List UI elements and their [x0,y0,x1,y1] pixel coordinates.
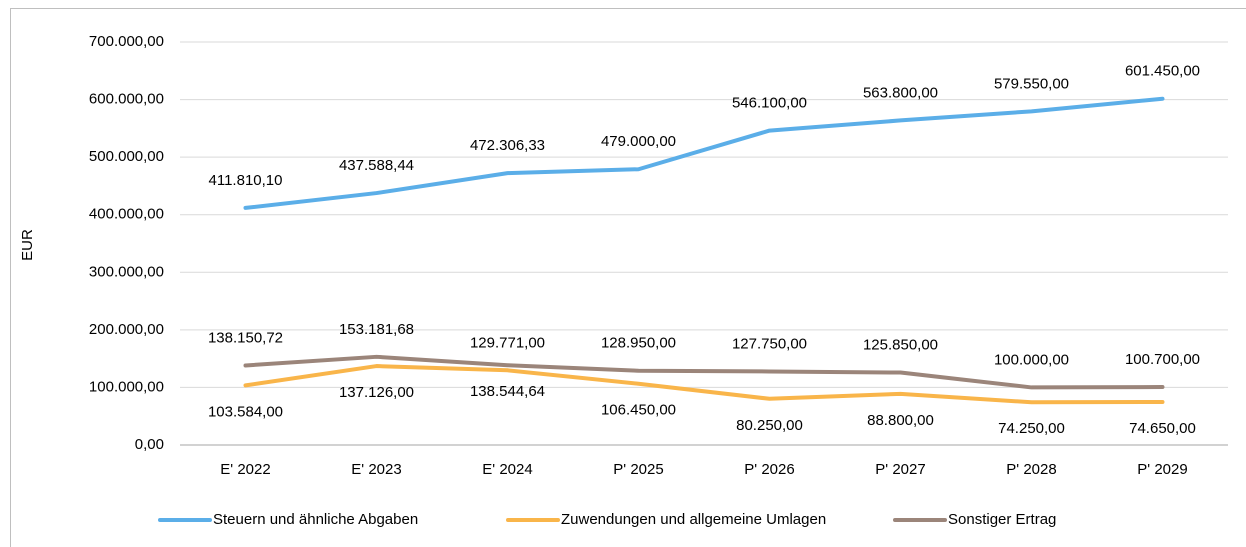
data-label: 88.800,00 [867,412,934,429]
data-label: 479.000,00 [601,133,676,150]
legend-label: Sonstiger Ertrag [948,511,1056,528]
data-label: 411.810,10 [209,172,283,189]
data-label: 601.450,00 [1125,63,1200,80]
data-label: 138.150,72 [208,329,283,346]
data-label: 100.000,00 [994,351,1069,368]
y-tick-label: 400.000,00 [89,206,164,223]
data-label: 125.850,00 [863,337,938,354]
y-tick-label: 300.000,00 [89,263,164,280]
x-tick-label: P' 2025 [613,461,663,478]
data-label: 80.250,00 [736,417,803,434]
data-label: 153.181,68 [339,321,414,338]
x-tick-label: E' 2023 [351,461,401,478]
data-label: 137.126,00 [339,384,414,401]
y-tick-label: 100.000,00 [89,378,164,395]
data-label: 546.100,00 [732,95,807,112]
y-tick-label: 600.000,00 [89,91,164,108]
data-label: 100.700,00 [1125,351,1200,368]
x-tick-label: P' 2027 [875,461,925,478]
series-line [243,364,1165,405]
y-tick-label: 200.000,00 [89,321,164,338]
x-tick-label: P' 2026 [744,461,794,478]
data-label: 74.250,00 [998,420,1065,437]
data-label: 106.450,00 [601,402,676,419]
y-tick-label: 500.000,00 [89,148,164,165]
x-tick-label: P' 2028 [1006,461,1056,478]
data-label: 74.650,00 [1129,420,1196,437]
series-line [243,96,1165,210]
y-axis-title: EUR [19,229,36,261]
y-tick-label: 700.000,00 [89,33,164,50]
data-label: 563.800,00 [863,84,938,101]
data-label: 103.584,00 [208,403,283,420]
legend-label: Steuern und ähnliche Abgaben [213,511,418,528]
data-label: 579.550,00 [994,75,1069,92]
data-label: 472.306,33 [470,137,545,154]
data-label: 127.750,00 [732,335,807,352]
x-tick-label: P' 2029 [1137,461,1187,478]
chart-frame [10,8,1246,547]
x-tick-label: E' 2024 [482,461,532,478]
data-label: 437.588,44 [339,157,414,174]
x-tick-label: E' 2022 [220,461,270,478]
data-label: 129.771,00 [470,334,545,351]
y-tick-label: 0,00 [135,436,164,453]
data-label: 128.950,00 [601,335,676,352]
data-label: 138.544,64 [470,383,545,400]
series-line [243,354,1165,390]
legend-label: Zuwendungen und allgemeine Umlagen [561,511,826,528]
